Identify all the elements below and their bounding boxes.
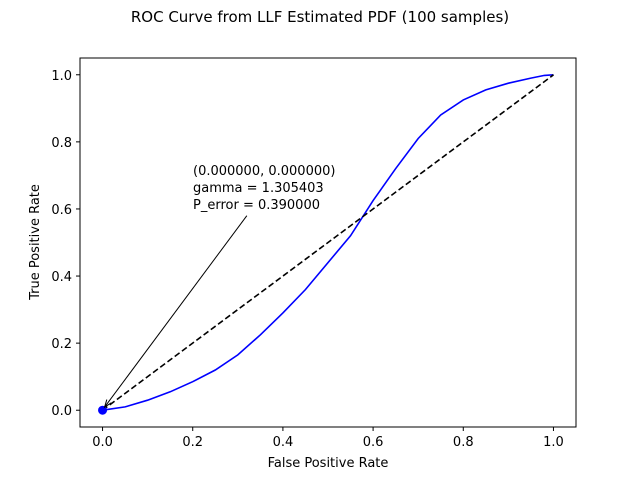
operating-point-marker — [98, 405, 108, 415]
axes-frame — [79, 57, 577, 428]
annotation-line-3: P_error = 0.390000 — [193, 198, 320, 213]
annotation-arrow-head — [103, 399, 112, 409]
y-tick-label: 0.8 — [51, 136, 72, 151]
chance-diagonal-line — [102, 74, 554, 411]
x-tick-label: 0.4 — [273, 435, 294, 450]
chart-title: ROC Curve from LLF Estimated PDF (100 sa… — [131, 8, 509, 26]
annotation: (0.000000, 0.000000) gamma = 1.305403 P_… — [103, 164, 335, 409]
annotation-line-2: gamma = 1.305403 — [193, 181, 324, 196]
x-tick-label: 0.8 — [453, 435, 474, 450]
annotation-arrow-line — [104, 215, 248, 408]
annotation-line-1: (0.000000, 0.000000) — [193, 164, 335, 179]
y-tick-label: 1.0 — [51, 69, 72, 84]
x-tick-label: 0.6 — [363, 435, 384, 450]
x-tick-label: 1.0 — [543, 435, 564, 450]
x-tick-label: 0.0 — [92, 435, 113, 450]
y-tick-label: 0.4 — [51, 270, 72, 285]
y-axis-label: True Positive Rate — [28, 184, 43, 301]
y-tick-label: 0.2 — [51, 337, 72, 352]
axis-ticks: 0.0 0.2 0.4 0.6 0.8 1.0 0.0 0.2 0.4 0.6 0.8 1.0 — [51, 69, 563, 450]
plot-area — [98, 74, 554, 415]
y-tick-label: 0.6 — [51, 203, 72, 218]
x-axis-label: False Positive Rate — [268, 456, 389, 471]
x-tick-label: 0.2 — [182, 435, 203, 450]
roc-curve-line — [102, 74, 554, 411]
y-tick-label: 0.0 — [51, 404, 72, 419]
